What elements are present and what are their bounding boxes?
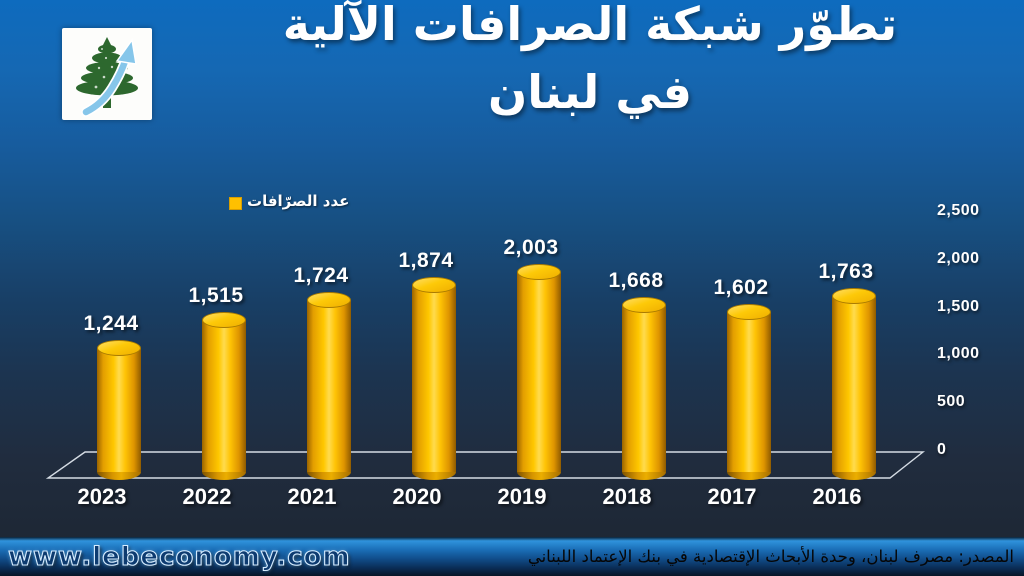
bar-top-ellipse xyxy=(202,312,246,328)
value-label-2022: 1,515 xyxy=(188,284,244,307)
legend-marker-icon xyxy=(229,197,242,210)
bar-body xyxy=(307,300,351,472)
y-axis-tick-500: 500 xyxy=(937,393,966,410)
page-title: تطوّر شبكة الصرافات الآلية في لبنان xyxy=(250,0,930,126)
website-text: www.lebeconomy.com xyxy=(7,541,351,572)
bar-body xyxy=(412,285,456,472)
bar-2021 xyxy=(307,292,351,480)
growth-arrow-icon xyxy=(81,38,137,117)
value-label-2019: 2,003 xyxy=(503,236,559,259)
bar-body xyxy=(517,272,561,472)
category-label-2021: 2021 xyxy=(287,484,337,509)
y-axis-tick-0: 0 xyxy=(937,441,947,458)
value-label-2017: 1,602 xyxy=(713,276,769,299)
bar-body xyxy=(622,305,666,472)
value-label-2020: 1,874 xyxy=(398,249,454,272)
bar-top-ellipse xyxy=(97,340,141,356)
bar-2019 xyxy=(517,264,561,480)
category-label-2023: 2023 xyxy=(77,484,127,509)
bar-2023 xyxy=(97,340,141,480)
title-line-2: في لبنان xyxy=(487,65,693,119)
category-label-2020: 2020 xyxy=(392,484,442,509)
category-label-2022: 2022 xyxy=(182,484,232,509)
bar-top-ellipse xyxy=(622,297,666,313)
bar-2020 xyxy=(412,277,456,480)
value-label-2023: 1,244 xyxy=(83,312,139,335)
y-axis-tick-2,500: 2,500 xyxy=(937,202,980,219)
bar-body xyxy=(202,320,246,472)
value-label-2021: 1,724 xyxy=(293,264,349,287)
bar-body xyxy=(727,312,771,472)
y-axis-tick-1,000: 1,000 xyxy=(937,345,980,362)
bar-2018 xyxy=(622,297,666,480)
category-label-2017: 2017 xyxy=(707,484,757,509)
bar-top-ellipse xyxy=(412,277,456,293)
footer-bar: www.lebeconomy.com المصدر: مصرف لبنان، و… xyxy=(0,537,1024,576)
lebeconomy-logo xyxy=(62,28,152,120)
bar-body xyxy=(97,348,141,472)
category-label-2018: 2018 xyxy=(602,484,652,509)
bar-2016 xyxy=(832,288,876,480)
bar-top-ellipse xyxy=(517,264,561,280)
y-axis-tick-1,500: 1,500 xyxy=(937,298,980,315)
bar-2017 xyxy=(727,304,771,480)
category-label-2016: 2016 xyxy=(812,484,862,509)
value-label-2016: 1,763 xyxy=(818,260,874,283)
legend-label: عدد الصرّافات xyxy=(247,191,350,210)
legend: عدد الصرّافات xyxy=(229,191,349,210)
bar-top-ellipse xyxy=(307,292,351,308)
cedar-logo-icon xyxy=(76,37,138,117)
bar-top-ellipse xyxy=(832,288,876,304)
bar-2022 xyxy=(202,312,246,480)
bar-body xyxy=(832,296,876,472)
bar-top-ellipse xyxy=(727,304,771,320)
y-axis-tick-2,000: 2,000 xyxy=(937,250,980,267)
value-label-2018: 1,668 xyxy=(608,269,664,292)
source-text: المصدر: مصرف لبنان، وحدة الأبحاث الإقتصا… xyxy=(527,547,1014,566)
title-line-1: تطوّر شبكة الصرافات الآلية xyxy=(282,0,898,51)
category-label-2019: 2019 xyxy=(497,484,547,509)
